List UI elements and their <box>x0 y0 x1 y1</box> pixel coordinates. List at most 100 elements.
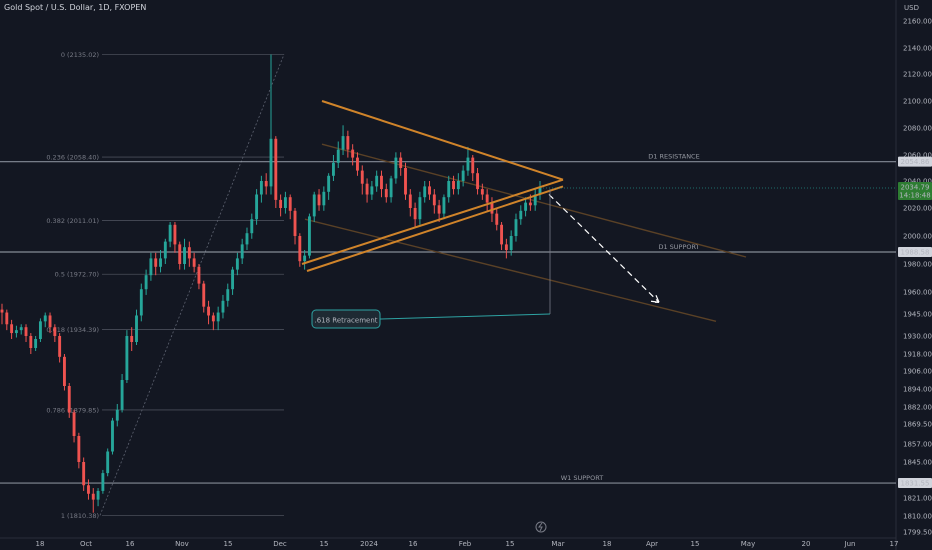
candle-body[interactable] <box>19 327 23 331</box>
candle-body[interactable] <box>307 216 311 256</box>
candle-body[interactable] <box>144 275 148 290</box>
candle-body[interactable] <box>216 312 220 322</box>
candle-body[interactable] <box>173 224 177 245</box>
candle-body[interactable] <box>485 194 489 203</box>
candle-body[interactable] <box>298 236 302 262</box>
candle-body[interactable] <box>283 197 287 208</box>
candle-body[interactable] <box>221 300 225 313</box>
candle-body[interactable] <box>139 289 143 316</box>
candle-body[interactable] <box>351 149 355 158</box>
candle-body[interactable] <box>24 327 28 336</box>
candle-body[interactable] <box>380 175 383 190</box>
candle-body[interactable] <box>341 136 345 150</box>
candle-body[interactable] <box>490 202 494 214</box>
candle-body[interactable] <box>471 157 475 174</box>
candle-body[interactable] <box>178 244 182 264</box>
candle-body[interactable] <box>159 258 162 267</box>
candle-body[interactable] <box>96 490 100 500</box>
candle-body[interactable] <box>524 202 528 211</box>
candle-body[interactable] <box>207 306 210 316</box>
candle-body[interactable] <box>14 330 18 334</box>
candle-body[interactable] <box>312 194 316 217</box>
candle-body[interactable] <box>82 462 86 486</box>
candle-body[interactable] <box>29 336 33 348</box>
candle-body[interactable] <box>428 186 431 195</box>
candle-body[interactable] <box>43 315 47 322</box>
candle-body[interactable] <box>452 181 455 190</box>
candle-body[interactable] <box>466 157 470 171</box>
candle-body[interactable] <box>336 149 340 163</box>
candle-body[interactable] <box>135 315 138 342</box>
candle-body[interactable] <box>418 197 422 220</box>
candle-body[interactable] <box>423 186 427 198</box>
candle-body[interactable] <box>456 181 460 190</box>
candle-body[interactable] <box>10 324 14 334</box>
candle-body[interactable] <box>53 327 57 336</box>
candle-body[interactable] <box>370 186 374 195</box>
candle-body[interactable] <box>447 181 451 198</box>
candle-body[interactable] <box>240 244 244 259</box>
candle-body[interactable] <box>187 247 191 259</box>
candle-body[interactable] <box>365 183 369 195</box>
candle-body[interactable] <box>346 136 350 150</box>
candle-body[interactable] <box>375 175 379 187</box>
candle-body[interactable] <box>303 255 307 262</box>
candle-body[interactable] <box>63 356 66 386</box>
candle-body[interactable] <box>269 138 273 187</box>
candle-body[interactable] <box>437 205 441 214</box>
candle-body[interactable] <box>259 181 263 195</box>
candle-body[interactable] <box>38 321 42 339</box>
candle-body[interactable] <box>384 189 388 198</box>
candle-body[interactable] <box>317 194 321 206</box>
candle-body[interactable] <box>5 312 9 325</box>
candle-body[interactable] <box>504 244 508 250</box>
candle-body[interactable] <box>360 170 364 184</box>
candle-body[interactable] <box>461 170 465 181</box>
candle-body[interactable] <box>408 194 412 209</box>
candle-body[interactable] <box>149 258 153 276</box>
candle-body[interactable] <box>514 219 518 236</box>
candle-body[interactable] <box>519 210 523 220</box>
candle-body[interactable] <box>495 213 499 225</box>
candle-body[interactable] <box>235 258 239 270</box>
candle-body[interactable] <box>264 181 268 187</box>
candle-body[interactable] <box>115 409 119 421</box>
candle-body[interactable] <box>101 473 105 491</box>
candle-body[interactable] <box>72 412 76 436</box>
candle-body[interactable] <box>327 175 331 192</box>
candle-body[interactable] <box>500 224 504 245</box>
candle-body[interactable] <box>202 283 206 307</box>
candle-body[interactable] <box>231 269 235 290</box>
candle-body[interactable] <box>255 194 259 220</box>
candle-body[interactable] <box>106 451 110 474</box>
candle-body[interactable] <box>274 138 278 200</box>
candle-body[interactable] <box>399 157 403 168</box>
candle-body[interactable] <box>404 168 407 195</box>
candle-body[interactable] <box>168 224 172 242</box>
candle-body[interactable] <box>509 236 513 250</box>
candle-body[interactable] <box>58 336 62 357</box>
candle-body[interactable] <box>250 219 254 234</box>
candle-body[interactable] <box>226 289 230 301</box>
candle-body[interactable] <box>413 208 417 220</box>
candle-body[interactable] <box>130 336 134 342</box>
candle-body[interactable] <box>480 189 484 195</box>
candle-body[interactable] <box>279 199 283 208</box>
candle-body[interactable] <box>293 210 297 236</box>
candle-body[interactable] <box>0 309 4 313</box>
candle-body[interactable] <box>48 315 52 328</box>
candle-body[interactable] <box>332 162 335 176</box>
candle-body[interactable] <box>322 191 326 206</box>
candle-body[interactable] <box>538 187 542 195</box>
candle-body[interactable] <box>356 157 359 171</box>
candle-body[interactable] <box>432 194 436 206</box>
candle-body[interactable] <box>442 197 446 214</box>
candle-body[interactable] <box>91 493 95 500</box>
candle-body[interactable] <box>211 315 215 322</box>
candle-body[interactable] <box>389 178 393 198</box>
candle-body[interactable] <box>288 197 292 211</box>
candle-body[interactable] <box>34 339 38 348</box>
candle-body[interactable] <box>67 386 71 413</box>
candle-body[interactable] <box>192 258 196 267</box>
